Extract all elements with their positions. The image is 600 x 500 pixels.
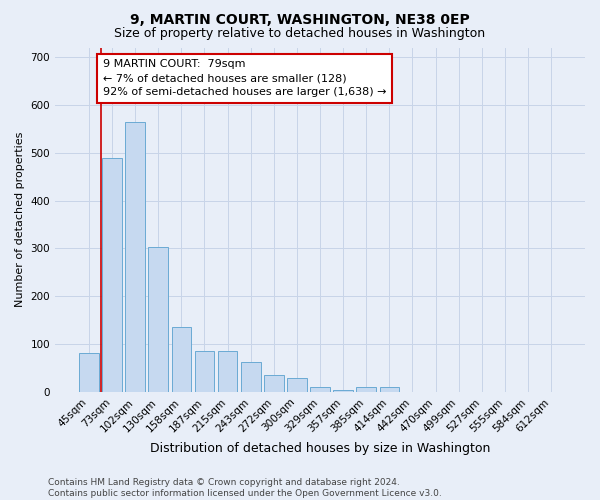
Text: 9, MARTIN COURT, WASHINGTON, NE38 0EP: 9, MARTIN COURT, WASHINGTON, NE38 0EP <box>130 12 470 26</box>
Bar <box>194 352 214 392</box>
Bar <box>241 362 260 392</box>
Bar <box>380 387 399 392</box>
Bar <box>218 352 238 392</box>
Bar <box>102 158 122 392</box>
Bar <box>172 328 191 392</box>
Bar <box>334 390 353 392</box>
Bar <box>79 352 99 392</box>
Bar <box>125 122 145 392</box>
Text: 9 MARTIN COURT:  79sqm
← 7% of detached houses are smaller (128)
92% of semi-det: 9 MARTIN COURT: 79sqm ← 7% of detached h… <box>103 60 386 98</box>
Bar <box>356 387 376 392</box>
Bar <box>310 387 330 392</box>
Bar <box>264 375 284 392</box>
Text: Size of property relative to detached houses in Washington: Size of property relative to detached ho… <box>115 28 485 40</box>
Bar <box>148 247 168 392</box>
X-axis label: Distribution of detached houses by size in Washington: Distribution of detached houses by size … <box>150 442 490 455</box>
Text: Contains HM Land Registry data © Crown copyright and database right 2024.
Contai: Contains HM Land Registry data © Crown c… <box>48 478 442 498</box>
Bar <box>287 378 307 392</box>
Y-axis label: Number of detached properties: Number of detached properties <box>15 132 25 308</box>
